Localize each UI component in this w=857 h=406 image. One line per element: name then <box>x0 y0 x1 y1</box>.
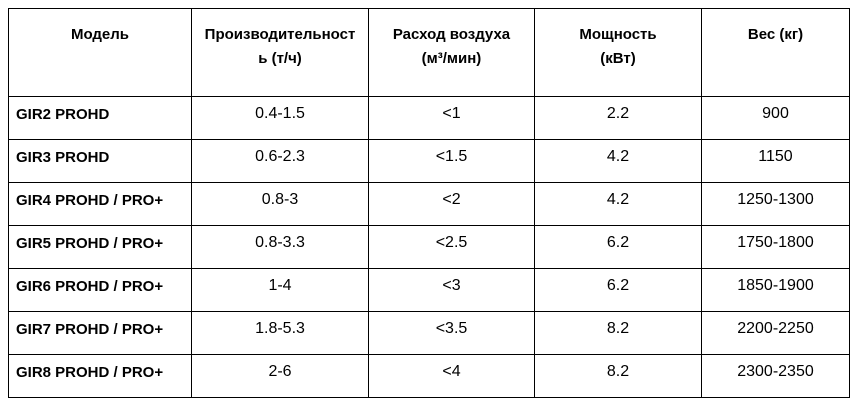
cell-power: 8.2 <box>534 354 702 398</box>
cell-capacity: 1-4 <box>191 268 369 312</box>
column-header-model: Модель <box>8 8 192 97</box>
cell-model: GIR3 PROHD <box>8 139 192 183</box>
cell-air-flow: <3.5 <box>368 311 535 355</box>
cell-weight: 900 <box>701 96 850 140</box>
cell-capacity: 1.8-5.3 <box>191 311 369 355</box>
cell-air-flow: <1.5 <box>368 139 535 183</box>
cell-model: GIR6 PROHD / PRO+ <box>8 268 192 312</box>
cell-capacity: 0.8-3 <box>191 182 369 226</box>
cell-power: 6.2 <box>534 268 702 312</box>
cell-power: 4.2 <box>534 182 702 226</box>
cell-power: 2.2 <box>534 96 702 140</box>
table-row: GIR3 PROHD 0.6-2.3 <1.5 4.2 1150 <box>8 139 850 183</box>
cell-model: GIR4 PROHD / PRO+ <box>8 182 192 226</box>
header-row: Модель Производительност ь (т/ч) Расход … <box>8 8 850 97</box>
cell-air-flow: <3 <box>368 268 535 312</box>
table-row: GIR5 PROHD / PRO+ 0.8-3.3 <2.5 6.2 1750-… <box>8 225 850 269</box>
table-row: GIR7 PROHD / PRO+ 1.8-5.3 <3.5 8.2 2200-… <box>8 311 850 355</box>
column-header-capacity: Производительност ь (т/ч) <box>191 8 369 97</box>
table-row: GIR6 PROHD / PRO+ 1-4 <3 6.2 1850-1900 <box>8 268 850 312</box>
cell-power: 8.2 <box>534 311 702 355</box>
cell-air-flow: <2.5 <box>368 225 535 269</box>
cell-weight: 1850-1900 <box>701 268 850 312</box>
cell-weight: 1150 <box>701 139 850 183</box>
cell-power: 6.2 <box>534 225 702 269</box>
column-header-weight: Вес (кг) <box>701 8 850 97</box>
table-row: GIR2 PROHD 0.4-1.5 <1 2.2 900 <box>8 96 850 140</box>
cell-weight: 1250-1300 <box>701 182 850 226</box>
cell-model: GIR7 PROHD / PRO+ <box>8 311 192 355</box>
cell-weight: 2200-2250 <box>701 311 850 355</box>
table-row: GIR8 PROHD / PRO+ 2-6 <4 8.2 2300-2350 <box>8 354 850 398</box>
cell-power: 4.2 <box>534 139 702 183</box>
cell-model: GIR8 PROHD / PRO+ <box>8 354 192 398</box>
column-header-air-flow: Расход воздуха (м³/мин) <box>368 8 535 97</box>
spec-table: Модель Производительност ь (т/ч) Расход … <box>8 8 850 398</box>
column-header-power: Мощность (кВт) <box>534 8 702 97</box>
cell-weight: 2300-2350 <box>701 354 850 398</box>
cell-air-flow: <2 <box>368 182 535 226</box>
cell-model: GIR2 PROHD <box>8 96 192 140</box>
cell-capacity: 0.8-3.3 <box>191 225 369 269</box>
cell-air-flow: <4 <box>368 354 535 398</box>
cell-capacity: 0.4-1.5 <box>191 96 369 140</box>
cell-capacity: 0.6-2.3 <box>191 139 369 183</box>
cell-weight: 1750-1800 <box>701 225 850 269</box>
cell-capacity: 2-6 <box>191 354 369 398</box>
table-body: GIR2 PROHD 0.4-1.5 <1 2.2 900 GIR3 PROHD… <box>8 96 850 398</box>
table-row: GIR4 PROHD / PRO+ 0.8-3 <2 4.2 1250-1300 <box>8 182 850 226</box>
cell-air-flow: <1 <box>368 96 535 140</box>
cell-model: GIR5 PROHD / PRO+ <box>8 225 192 269</box>
